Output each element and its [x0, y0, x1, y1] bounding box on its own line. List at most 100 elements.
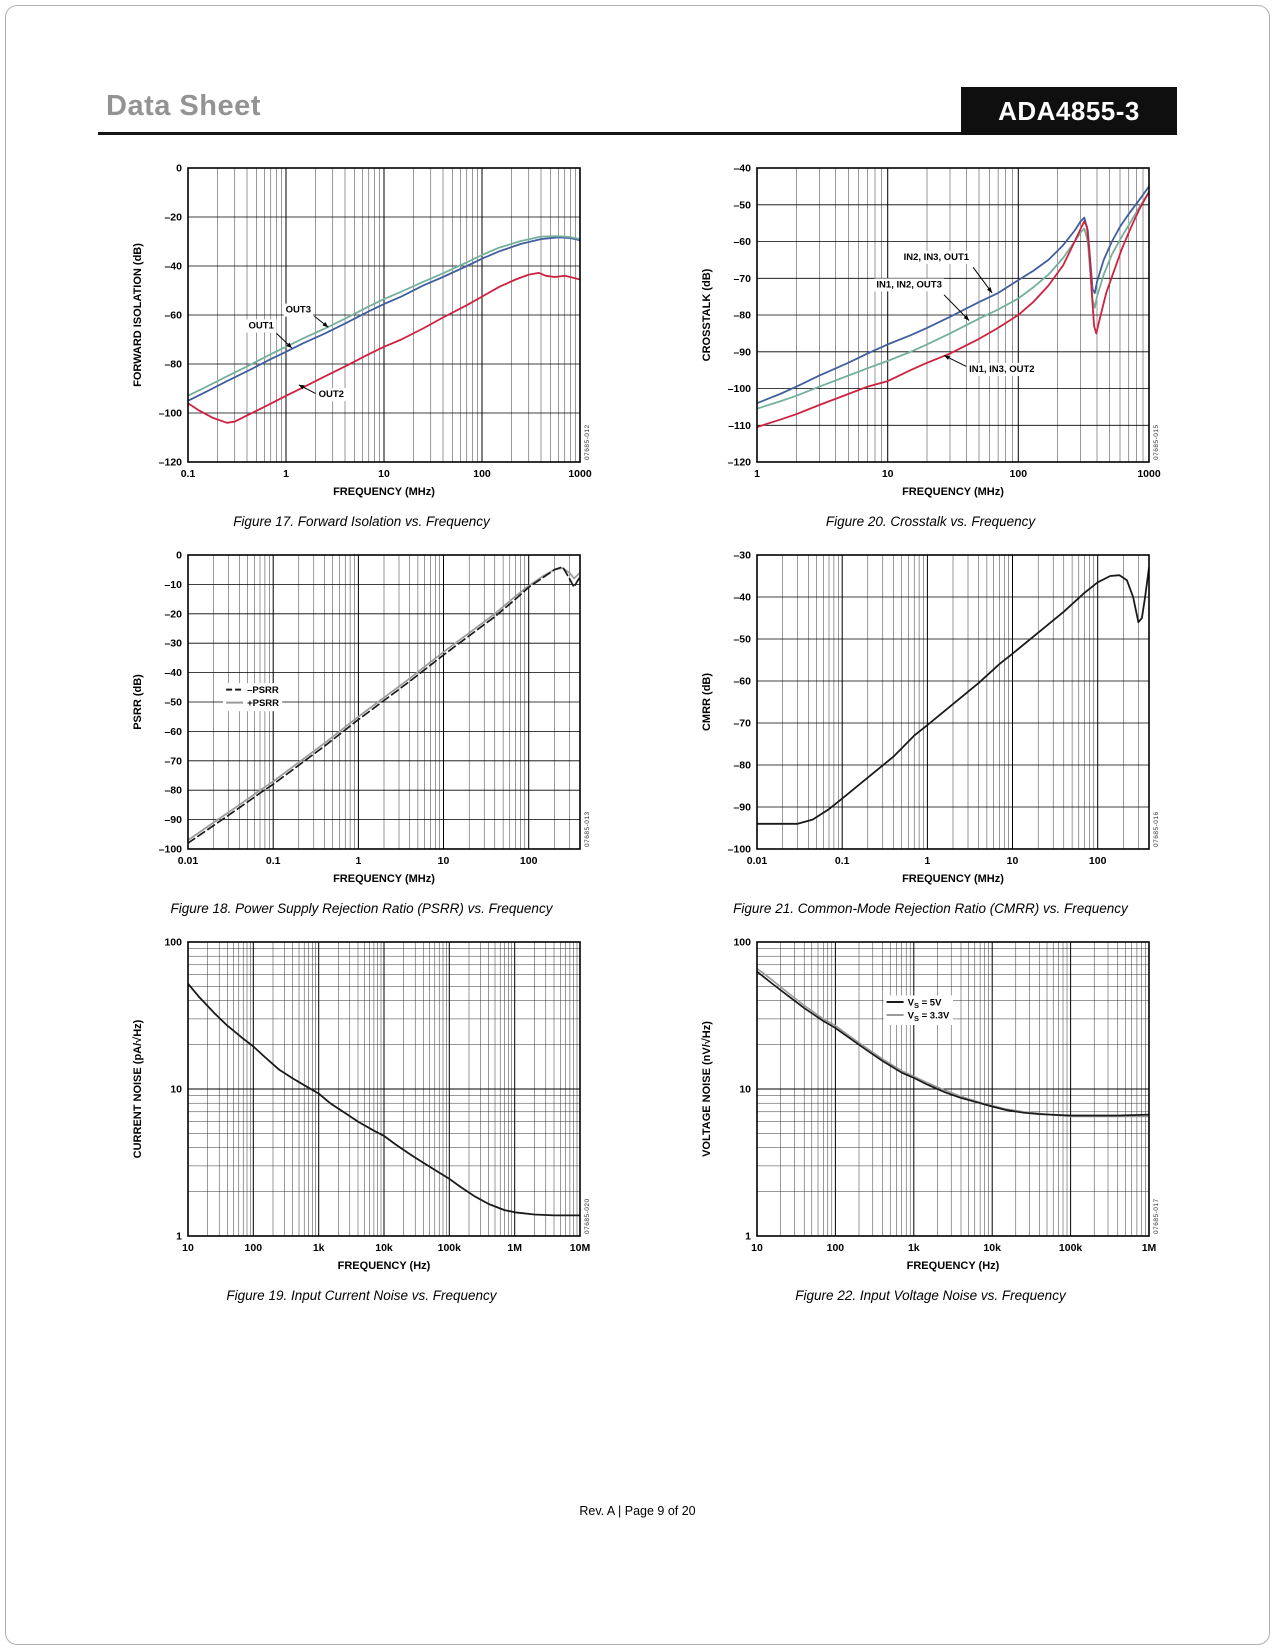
part-number-badge: ADA4855-3: [961, 87, 1177, 135]
y-axis-title: CMRR (dB): [701, 673, 713, 731]
page-footer: Rev. A | Page 9 of 20: [579, 1504, 696, 1518]
x-tick-label: 1: [924, 855, 930, 867]
x-tick-label: 100k: [437, 1242, 461, 1254]
y-tick-label: –80: [733, 310, 751, 322]
y-tick-label: –80: [164, 359, 182, 371]
figure-code-watermark: 07685-020: [584, 1198, 591, 1234]
figure-21-cmrr: 0.01 0.1 1 10 100 –30 –40 –50 –60 –70 –80 –90 –100 FR…: [691, 543, 1171, 917]
annotation-label-bg: [901, 250, 972, 264]
plot-border: [755, 167, 1150, 463]
y-tick-label: –20: [164, 608, 182, 620]
x-axis-title: FREQUENCY (Hz): [337, 1260, 430, 1272]
figure-code-watermark: 07685-016: [1153, 811, 1160, 847]
y-tick-label: –70: [733, 273, 751, 285]
y-tick-label: –100: [158, 844, 182, 856]
legend-label: VS = 3.3V: [907, 1010, 949, 1023]
y-tick-label: –60: [733, 236, 751, 248]
figure-code-watermark: 07685-017: [1153, 1198, 1160, 1234]
series-in2-in3-out1: [756, 185, 1149, 405]
figure-caption: Figure 19. Input Current Noise vs. Frequ…: [226, 1288, 497, 1303]
x-tick-label: 1000: [1137, 468, 1161, 480]
annotation-label-bg: [283, 303, 313, 317]
x-tick-label: 1k: [907, 1242, 919, 1254]
x-tick-label: 100: [826, 1242, 844, 1254]
x-tick-label: 10: [378, 468, 390, 480]
annotation-label: IN2, IN3, OUT1: [903, 252, 969, 263]
doc-type-label: Data Sheet: [106, 90, 261, 122]
legend-bg: [883, 995, 953, 1025]
x-tick-label: 1M: [1141, 1242, 1156, 1254]
x-tick-label: 100: [1088, 855, 1106, 867]
y-tick-label: –100: [727, 383, 751, 395]
y-axis-title: VOLTAGE NOISE (nV/√Hz): [701, 1021, 713, 1157]
figure-20-crosstalk: 1 10 100 1000 –40 –50 –60 –70 –80 –90 –100 –110 –120…: [691, 156, 1171, 530]
x-tick-label: 1: [754, 468, 760, 480]
y-tick-label: –120: [727, 457, 751, 469]
y-tick-label: –10: [164, 579, 182, 591]
annotation-label: IN1, IN3, OUT2: [969, 364, 1034, 375]
x-tick-label: 10k: [983, 1242, 1001, 1254]
plot-border: [186, 941, 581, 1237]
annotation-arrowhead: [322, 322, 328, 328]
plot-border: [186, 167, 581, 463]
x-tick-label: 1000: [568, 468, 592, 480]
x-axis-title: FREQUENCY (MHz): [333, 486, 435, 498]
y-tick-label: 10: [739, 1084, 751, 1096]
x-tick-label: 100: [519, 855, 537, 867]
figure-caption: Figure 20. Crosstalk vs. Frequency: [825, 514, 1036, 529]
y-tick-label: –70: [733, 718, 751, 730]
figure-18-psrr: 0.01 0.1 1 10 100 0 –10 –20 –30 –40 –50 –60 –70 –80 –9…: [122, 543, 602, 917]
series-in1-in3-out2: [756, 191, 1149, 429]
figure-caption: Figure 22. Input Voltage Noise vs. Frequ…: [795, 1288, 1066, 1303]
y-tick-label: –80: [164, 785, 182, 797]
y-tick-label: –40: [733, 163, 751, 175]
x-tick-label: 0.01: [177, 855, 198, 867]
y-tick-label: –80: [733, 760, 751, 772]
x-tick-label: 1: [283, 468, 289, 480]
series-cmrr: [756, 566, 1149, 825]
annotation-label-bg: [245, 319, 277, 333]
annotation-label: OUT2: [318, 389, 343, 400]
series-group: [187, 235, 580, 424]
y-axis-title: CROSSTALK (dB): [701, 268, 713, 361]
x-tick-label: 1k: [312, 1242, 324, 1254]
y-axis-title: CURRENT NOISE (pA/√Hz): [132, 1019, 144, 1158]
charts-grid: 0.1 1 10 100 1000 0 –20 –40 –60 –80 –100 –120 FREQUE…: [90, 156, 1202, 1304]
x-axis-title: FREQUENCY (MHz): [333, 873, 435, 885]
y-tick-label: –100: [727, 844, 751, 856]
x-tick-label: 1M: [507, 1242, 522, 1254]
figure-22-voltage-noise: 10 100 1k 10k 100k 1M 1 10 100 FREQUENCY (Hz) VOLT…: [691, 930, 1171, 1304]
figure-code-watermark: 07685-013: [584, 811, 591, 847]
chart-canvas-crosstalk: 1 10 100 1000 –40 –50 –60 –70 –80 –90 –100 –110 –120…: [701, 163, 1161, 499]
y-tick-label: 1: [176, 1231, 182, 1243]
series-vs-3p3v: [756, 967, 1149, 1118]
legend-label: +PSRR: [247, 698, 279, 709]
x-tick-label: 0.1: [265, 855, 280, 867]
annotation-label: OUT3: [285, 305, 310, 316]
figure-17-forward-isolation: 0.1 1 10 100 1000 0 –20 –40 –60 –80 –100 –120 FREQUE…: [122, 156, 602, 530]
y-tick-label: 10: [170, 1084, 182, 1096]
y-tick-label: –30: [164, 638, 182, 650]
grid-major: [187, 555, 580, 849]
x-tick-label: 10: [881, 468, 893, 480]
x-tick-label: 100: [1009, 468, 1027, 480]
y-tick-label: 100: [733, 937, 751, 949]
datasheet-page: Data Sheet ADA4855-3 0.1 1 10 100 1000 0 –20 –4…: [5, 5, 1270, 1645]
x-tick-label: 0.1: [180, 468, 195, 480]
y-tick-label: –50: [164, 697, 182, 709]
y-tick-label: –110: [728, 420, 751, 432]
x-tick-label: 1: [355, 855, 361, 867]
series-group: [756, 566, 1149, 825]
x-tick-label: 10k: [375, 1242, 393, 1254]
x-axis-title: FREQUENCY (MHz): [902, 486, 1004, 498]
figure-caption: Figure 17. Forward Isolation vs. Frequen…: [233, 514, 490, 529]
y-tick-label: –30: [733, 550, 751, 562]
annotation-arrowhead: [963, 314, 969, 321]
series-group: [187, 565, 580, 844]
y-tick-label: –120: [158, 457, 182, 469]
chart-canvas-cmrr: 0.01 0.1 1 10 100 –30 –40 –50 –60 –70 –80 –90 –100 FR…: [701, 550, 1160, 886]
grid-major: [756, 555, 1149, 849]
